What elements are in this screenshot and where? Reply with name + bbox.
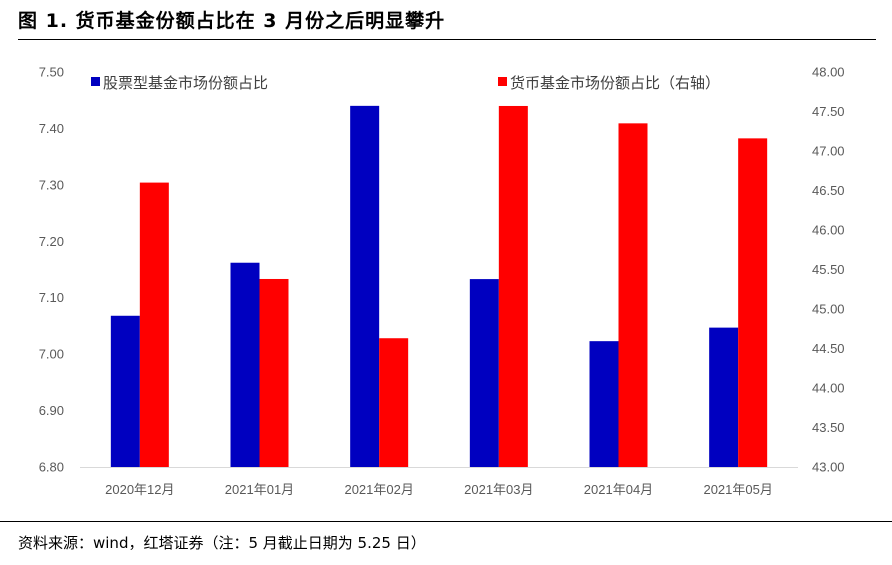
legend-label: 货币基金市场份额占比（右轴） [510,74,720,92]
x-tick-label: 2021年02月 [344,482,413,497]
bar-equity-share [350,105,380,467]
y-left-tick-label: 7.30 [39,177,64,192]
x-tick-label: 2021年04月 [584,482,653,497]
legend-swatch [91,77,100,86]
source-divider [0,521,892,522]
legend-label: 股票型基金市场份额占比 [103,74,268,92]
y-right-tick-label: 44.50 [812,341,845,356]
y-right-tick-label: 45.50 [812,262,845,277]
y-right-tick-label: 44.00 [812,381,845,396]
y-right-tick-label: 47.00 [812,144,845,159]
title-divider [18,39,876,40]
x-tick-label: 2021年03月 [464,482,533,497]
y-right-tick-label: 43.00 [812,460,845,475]
bar-equity-share [589,341,619,467]
y-right-tick-label: 47.50 [812,104,845,119]
source-note: 资料来源：wind，红塔证券（注：5 月截止日期为 5.25 日） [18,534,426,552]
y-right-tick-label: 45.00 [812,302,845,317]
bar-equity-share [230,262,260,467]
y-right-tick-label: 48.00 [812,65,845,80]
x-tick-label: 2020年12月 [105,482,174,497]
bar-money-fund-share [379,338,409,467]
x-tick-label: 2021年05月 [703,482,772,497]
y-right-tick-label: 46.50 [812,183,845,198]
bar-money-fund-share [498,105,528,467]
y-left-tick-label: 7.50 [39,65,64,80]
y-left-tick-label: 7.00 [39,347,64,362]
bar-equity-share [110,315,140,467]
figure-title: 图 1. 货币基金份额占比在 3 月份之后明显攀升 [18,10,446,32]
bar-money-fund-share [259,278,289,467]
y-left-tick-label: 6.80 [39,460,64,475]
y-left-tick-label: 7.40 [39,121,64,136]
bar-equity-share [709,327,739,467]
y-left-tick-label: 7.20 [39,234,64,249]
x-tick-label: 2021年01月 [225,482,294,497]
y-left-tick-label: 6.90 [39,403,64,418]
legend-swatch [498,77,507,86]
bar-money-fund-share [139,182,169,467]
y-right-tick-label: 46.00 [812,223,845,238]
bar-money-fund-share [618,123,648,467]
bar-money-fund-share [738,138,768,468]
y-left-tick-label: 7.10 [39,290,64,305]
bar-chart: 6.80 6.90 7.00 7.10 7.20 7.30 7.40 7.50 43.00 43.… [39,65,845,498]
y-right-tick-label: 43.50 [812,420,845,435]
bar-equity-share [469,279,499,467]
